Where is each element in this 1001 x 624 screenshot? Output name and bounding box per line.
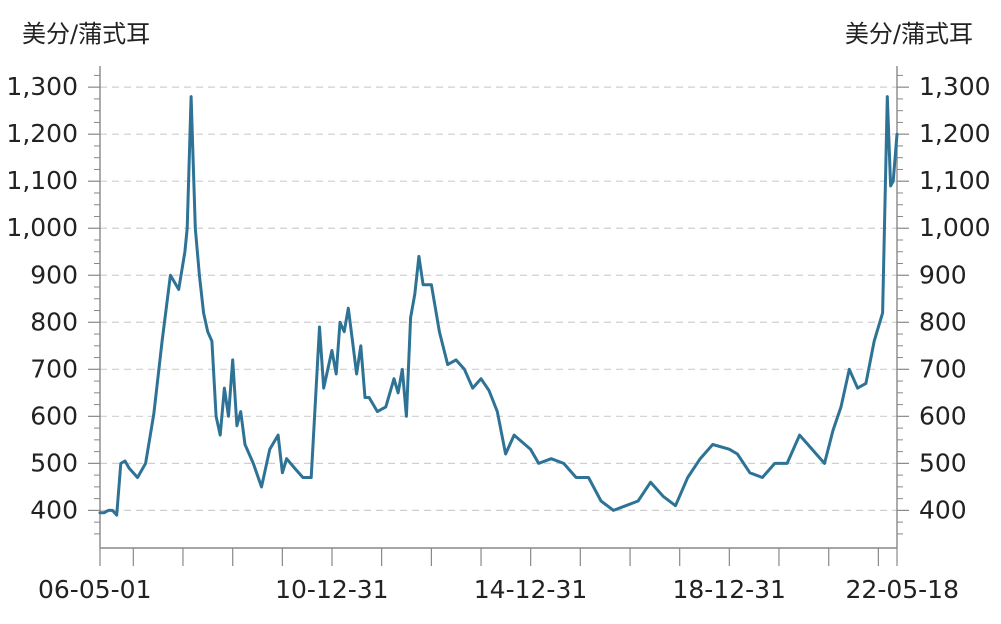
x-tick-label: 14-12-31 — [474, 575, 587, 604]
y-tick-label-right: 1,100 — [919, 166, 991, 195]
y-axis-unit-right: 美分/蒲式耳 — [844, 20, 973, 48]
y-tick-label-left: 1,000 — [6, 213, 78, 242]
x-tick-label: 18-12-31 — [672, 575, 785, 604]
x-tick-label: 22-05-18 — [846, 575, 959, 604]
x-tick-label: 06-05-01 — [38, 575, 151, 604]
axes — [99, 66, 898, 549]
y-tick-label-left: 800 — [30, 307, 78, 336]
tick-labels: 400 400 500 500 600 600 700 700 800 800 900 900 1,00… — [6, 72, 990, 604]
y-tick-label-left: 1,300 — [6, 72, 78, 101]
y-tick-label-left: 700 — [30, 354, 78, 383]
grid-lines — [100, 86, 897, 511]
y-tick-label-right: 1,300 — [919, 72, 991, 101]
y-tick-label-left: 500 — [30, 448, 78, 477]
x-tick-label: 10-12-31 — [275, 575, 388, 604]
y-tick-label-right: 1,000 — [919, 213, 991, 242]
series-line — [98, 95, 899, 517]
y-tick-label-right: 700 — [919, 354, 967, 383]
y-tick-label-left: 600 — [30, 401, 78, 430]
tick-marks — [88, 74, 909, 566]
y-tick-label-right: 800 — [919, 307, 967, 336]
series-group — [98, 95, 899, 517]
y-tick-label-left: 400 — [30, 495, 78, 524]
y-tick-label-left: 1,200 — [6, 119, 78, 148]
y-axis-unit-left: 美分/蒲式耳 — [22, 20, 151, 48]
y-tick-label-left: 900 — [30, 260, 78, 289]
y-tick-label-right: 900 — [919, 260, 967, 289]
y-tick-label-right: 500 — [919, 448, 967, 477]
y-tick-label-right: 600 — [919, 401, 967, 430]
y-tick-label-left: 1,100 — [6, 166, 78, 195]
y-tick-label-right: 1,200 — [919, 119, 991, 148]
y-tick-label-right: 400 — [919, 495, 967, 524]
